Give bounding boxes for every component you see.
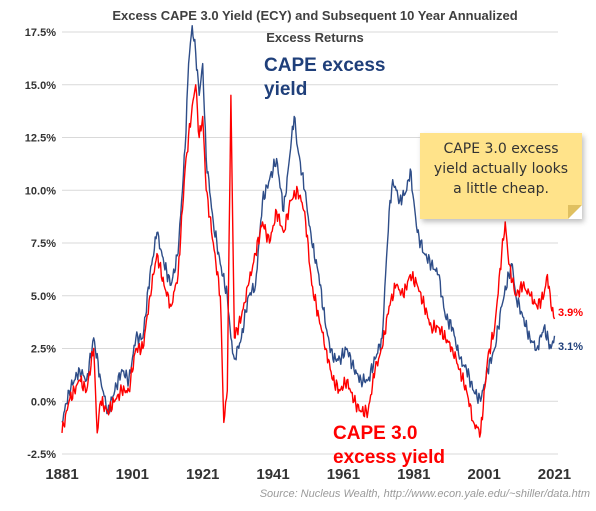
x-tick-label: 2001 [467, 466, 500, 483]
y-tick-label: 10.0% [25, 185, 56, 197]
x-tick-label: 1981 [397, 466, 430, 483]
note-line2: yield actually looks [433, 161, 569, 177]
x-tick-label: 1921 [186, 466, 219, 483]
y-axis-ticks: -2.5% 0.0% 2.5% 5.0% 7.5% 10.0% 12.5% 15.0% 17.5… [25, 27, 56, 461]
y-tick-label: -2.5% [27, 449, 56, 461]
x-tick-label: 1881 [45, 466, 78, 483]
x-tick-label: 2021 [538, 466, 571, 483]
cape-series-label-line1: CAPE excess [264, 55, 386, 76]
y-tick-label: 2.5% [31, 344, 56, 356]
cape-excess-yield-line [61, 25, 556, 423]
cape3-series-label-line2: excess yield [333, 447, 445, 468]
y-tick-label: 12.5% [25, 133, 56, 145]
chart-title-line2: Excess Returns [266, 30, 364, 45]
series-lines [61, 25, 556, 438]
y-tick-label: 17.5% [25, 27, 56, 39]
cape-series-label: CAPE excess yield [264, 54, 385, 102]
x-tick-label: 1901 [116, 466, 149, 483]
end-label-cape: 3.1% [558, 341, 584, 353]
y-tick-label: 15.0% [25, 80, 56, 92]
cape3-series-label: CAPE 3.0 excess yield [333, 422, 445, 470]
y-tick-label: 5.0% [31, 291, 56, 303]
x-axis-ticks: 1881 1901 1921 1941 1961 1981 2001 2021 [45, 466, 571, 483]
y-tick-label: 0.0% [31, 396, 56, 408]
note-fold-corner [568, 205, 582, 219]
source-note: Source: Nucleus Wealth, http://www.econ.… [259, 488, 590, 500]
note-line1: CAPE 3.0 excess [443, 141, 559, 157]
x-tick-label: 1941 [256, 466, 289, 483]
chart-title-line1: Excess CAPE 3.0 Yield (ECY) and Subseque… [112, 8, 518, 23]
x-tick-label: 1961 [327, 466, 360, 483]
cape3-excess-yield-line [61, 84, 556, 438]
grid-lines [62, 31, 558, 455]
sticky-note: CAPE 3.0 excess yield actually looks a l… [420, 133, 582, 219]
y-tick-label: 7.5% [31, 238, 56, 250]
cape-series-label-line2: yield [264, 79, 308, 100]
cape3-series-label-line1: CAPE 3.0 [333, 423, 418, 444]
note-line3: a little cheap. [453, 181, 549, 197]
end-label-cape3: 3.9% [558, 307, 584, 319]
